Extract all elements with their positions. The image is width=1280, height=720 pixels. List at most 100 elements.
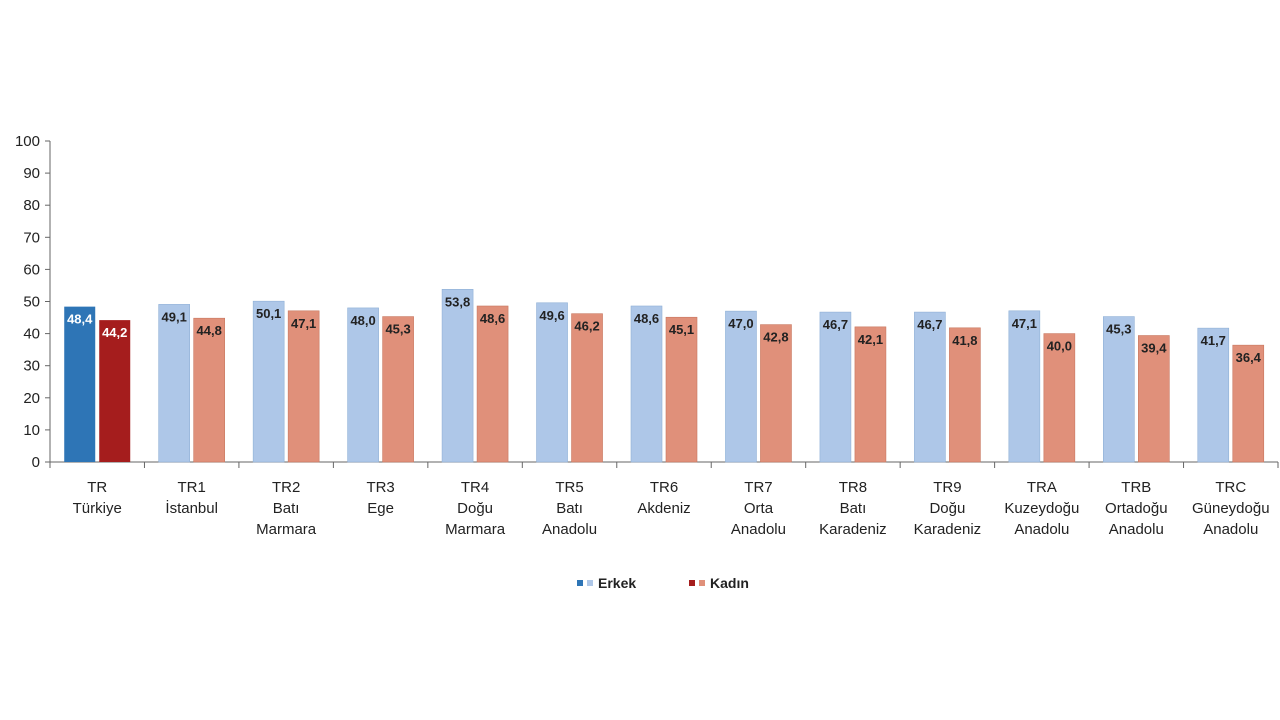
data-label: 48,4 — [67, 312, 93, 327]
y-tick-label: 40 — [23, 326, 40, 343]
data-label: 41,8 — [952, 333, 977, 348]
bar-erkek — [1103, 316, 1135, 463]
bar-erkek — [347, 307, 379, 463]
data-label: 46,7 — [823, 317, 848, 332]
legend-marker — [577, 580, 583, 586]
bar-kadin — [476, 305, 509, 463]
data-label: 45,3 — [1106, 322, 1131, 337]
bar-erkek — [441, 289, 474, 463]
data-label: 49,1 — [162, 309, 187, 324]
category-label: Anadolu — [731, 521, 786, 538]
data-label: 36,4 — [1236, 350, 1262, 365]
category-label: TR4 — [461, 479, 489, 496]
data-label: 50,1 — [256, 306, 281, 321]
bar-kadin — [382, 316, 414, 463]
data-label: 39,4 — [1141, 341, 1167, 356]
data-label: 48,6 — [480, 311, 505, 326]
data-label: 46,7 — [917, 317, 942, 332]
bars — [64, 289, 1265, 463]
bar-erkek — [819, 311, 852, 463]
data-label: 53,8 — [445, 294, 470, 309]
category-label: Doğu — [929, 500, 965, 517]
category-label: TR7 — [744, 479, 772, 496]
category-label: Karadeniz — [819, 521, 887, 538]
category-label: Anadolu — [1014, 521, 1069, 538]
category-label: Güneydoğu — [1192, 500, 1270, 517]
bar-erkek — [252, 300, 285, 463]
category-label: Anadolu — [1109, 521, 1164, 538]
data-label: 45,3 — [385, 322, 410, 337]
legend-marker — [689, 580, 695, 586]
category-label: TR — [87, 479, 107, 496]
data-label: 48,6 — [634, 311, 659, 326]
bar-kadin — [193, 317, 225, 463]
category-label: Ege — [367, 500, 394, 517]
category-label: Akdeniz — [637, 500, 690, 517]
category-label: Karadeniz — [914, 521, 982, 538]
data-label: 40,0 — [1047, 339, 1072, 354]
y-tick-label: 60 — [23, 261, 40, 278]
legend-label: Kadın — [710, 575, 749, 591]
category-label: Anadolu — [542, 521, 597, 538]
category-label: TR2 — [272, 479, 300, 496]
bar-kadin — [854, 326, 887, 463]
data-label: 42,8 — [763, 330, 788, 345]
data-label: 42,1 — [858, 332, 883, 347]
category-label: Ortadoğu — [1105, 500, 1168, 517]
bar-erkek — [725, 310, 757, 463]
y-tick-label: 80 — [23, 197, 40, 214]
y-tick-label: 30 — [23, 358, 40, 375]
data-label: 45,1 — [669, 322, 694, 337]
data-label: 46,2 — [574, 319, 599, 334]
category-label: Orta — [744, 500, 774, 517]
category-label: TR9 — [933, 479, 961, 496]
category-label: TR8 — [839, 479, 867, 496]
category-label: TR3 — [366, 479, 394, 496]
category-label: Doğu — [457, 500, 493, 517]
bar-erkek — [1197, 327, 1230, 463]
y-tick-label: 20 — [23, 390, 40, 407]
data-label: 44,8 — [197, 323, 222, 338]
bar-kadin — [571, 313, 603, 463]
data-label: 47,1 — [1012, 316, 1037, 331]
category-label: Batı — [273, 500, 300, 517]
bar-erkek — [64, 306, 96, 462]
bar-erkek — [914, 311, 946, 463]
bar-kadin — [287, 310, 320, 463]
bar-kadin — [760, 324, 792, 463]
legend: Erkek Kadın — [577, 575, 749, 591]
legend-label: Erkek — [598, 575, 636, 591]
category-label: TRC — [1215, 479, 1246, 496]
bar-kadin — [1138, 335, 1170, 463]
data-label: 47,1 — [291, 316, 316, 331]
axes: 0 10 20 30 40 50 60 70 80 90 100 — [15, 133, 1279, 471]
bar-erkek — [536, 302, 568, 463]
category-label: TR1 — [178, 479, 206, 496]
data-label: 49,6 — [539, 308, 564, 323]
y-tick-label: 90 — [23, 165, 40, 182]
category-label: TRA — [1027, 479, 1057, 496]
category-label: TR5 — [555, 479, 583, 496]
category-label: Marmara — [256, 521, 317, 538]
bar-erkek — [630, 305, 663, 463]
y-tick-label: 100 — [15, 133, 40, 150]
y-tick-label: 10 — [23, 422, 40, 439]
category-label: Batı — [840, 500, 867, 517]
category-label: Marmara — [445, 521, 506, 538]
y-tick-label: 50 — [23, 294, 40, 311]
data-label: 48,0 — [350, 313, 375, 328]
y-tick-label: 70 — [23, 229, 40, 246]
data-label: 47,0 — [728, 316, 753, 331]
category-label: TRB — [1121, 479, 1151, 496]
data-label: 41,7 — [1201, 333, 1226, 348]
category-label: Anadolu — [1203, 521, 1258, 538]
category-label: TR6 — [650, 479, 678, 496]
bar-kadin — [99, 320, 131, 462]
data-label: 44,2 — [102, 325, 127, 340]
bar-erkek — [158, 304, 190, 463]
bar-kadin — [665, 316, 698, 463]
bar-erkek — [1008, 310, 1041, 463]
legend-marker — [699, 580, 705, 586]
bar-kadin — [949, 327, 981, 463]
